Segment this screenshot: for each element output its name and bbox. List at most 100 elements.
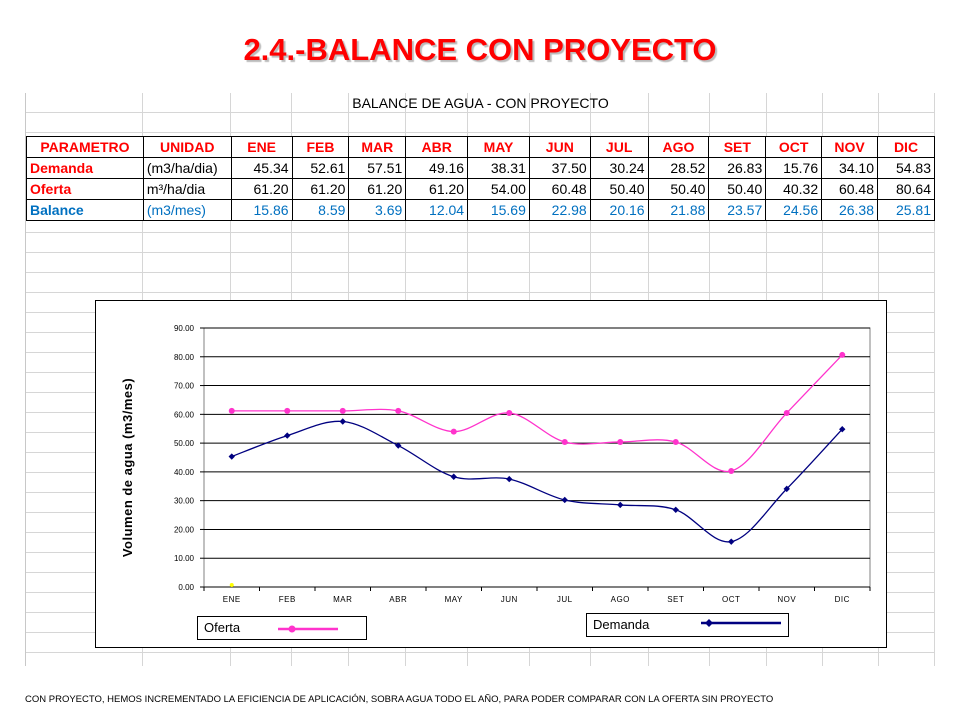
table-title: BALANCE DE AGUA - CON PROYECTO: [352, 95, 609, 111]
data-point-oferta: [228, 407, 235, 414]
value-cell: 54.83: [877, 157, 935, 179]
y-tick-label: 70.00: [174, 382, 195, 391]
row-unit: (m3/ha/dia): [142, 157, 232, 179]
value-cell: 54.00: [467, 178, 530, 200]
data-point-demanda: [339, 418, 346, 425]
value-cell: 21.88: [647, 199, 710, 221]
table-row-oferta: Oferta m³/ha/dia 61.20 61.20 61.20 61.20…: [26, 178, 935, 200]
row-label: Demanda: [26, 157, 144, 179]
value-cell: 3.69: [348, 199, 407, 221]
x-tick-label: OCT: [722, 595, 740, 604]
value-cell: 61.20: [405, 178, 469, 200]
data-point-demanda: [228, 453, 235, 460]
x-tick-label: MAY: [445, 595, 463, 604]
table-header-row: PARAMETRO UNIDAD ENE FEB MAR ABR MAY JUN…: [26, 136, 935, 158]
value-cell: 28.52: [647, 157, 710, 179]
value-cell: 50.40: [708, 178, 767, 200]
value-cell: 34.10: [821, 157, 879, 179]
balance-table: PARAMETRO UNIDAD ENE FEB MAR ABR MAY JUN…: [26, 136, 935, 221]
header-cell: ENE: [230, 136, 293, 158]
header-cell: MAR: [348, 136, 407, 158]
header-cell: NOV: [821, 136, 879, 158]
data-point-oferta: [672, 438, 679, 445]
x-tick-label: NOV: [777, 595, 796, 604]
value-cell: 61.20: [348, 178, 407, 200]
data-point-demanda: [839, 426, 846, 433]
legend-label: Oferta: [204, 620, 241, 635]
header-cell: SET: [708, 136, 767, 158]
y-axis-label: Volumen de agua (m3/mes): [120, 378, 135, 557]
data-point-oferta: [617, 438, 624, 445]
x-tick-label: JUN: [501, 595, 518, 604]
value-cell: 40.32: [765, 178, 823, 200]
y-tick-label: 20.00: [174, 525, 195, 534]
header-cell: FEB: [291, 136, 350, 158]
value-cell: 22.98: [528, 199, 591, 221]
slide-title: 2.4.-BALANCE CON PROYECTO: [243, 32, 717, 67]
value-cell: 50.40: [589, 178, 649, 200]
data-point-oferta: [561, 438, 568, 445]
value-cell: 61.20: [291, 178, 350, 200]
y-tick-label: 60.00: [174, 410, 195, 419]
value-cell: 37.50: [528, 157, 591, 179]
value-cell: 80.64: [877, 178, 935, 200]
value-cell: 38.31: [467, 157, 530, 179]
y-tick-label: 90.00: [174, 324, 195, 333]
x-tick-label: SET: [667, 595, 684, 604]
y-tick-label: 30.00: [174, 497, 195, 506]
header-cell: JUN: [528, 136, 591, 158]
x-tick-label: ENE: [223, 595, 241, 604]
value-cell: 15.86: [230, 199, 293, 221]
value-cell: 49.16: [405, 157, 469, 179]
header-cell: DIC: [877, 136, 935, 158]
line-chart: 0.00 10.00 20.00 30.00 40.00 50.00 60.00 70.00 8…: [120, 324, 871, 604]
data-point-oferta: [839, 351, 846, 358]
x-tick-label: JUL: [557, 595, 573, 604]
data-point-oferta: [339, 407, 346, 414]
x-tick-label: MAR: [333, 595, 352, 604]
value-cell: 26.38: [821, 199, 879, 221]
x-tick-label: DIC: [835, 595, 850, 604]
table-row-demanda: Demanda (m3/ha/dia) 45.34 52.61 57.51 49…: [26, 157, 935, 179]
row-unit: (m3/mes): [142, 199, 232, 221]
value-cell: 25.81: [877, 199, 935, 221]
data-point-oferta: [728, 467, 735, 474]
header-cell: OCT: [765, 136, 823, 158]
y-tick-label: 50.00: [174, 439, 195, 448]
data-point-oferta: [395, 407, 402, 414]
header-cell: AGO: [647, 136, 710, 158]
data-point-oferta: [506, 409, 513, 416]
spreadsheet: BALANCE DE AGUA - CON PROYECTO PARAMETRO…: [25, 93, 935, 666]
row-unit: m³/ha/dia: [142, 178, 232, 200]
data-point-demanda: [617, 501, 624, 509]
plot-area: [203, 327, 871, 588]
header-cell: ABR: [405, 136, 469, 158]
value-cell: 60.48: [821, 178, 879, 200]
x-tick-label: AGO: [611, 595, 630, 604]
value-cell: 26.83: [708, 157, 767, 179]
data-point-demanda: [728, 538, 735, 545]
data-point-oferta: [284, 407, 291, 414]
header-cell: PARAMETRO: [26, 136, 144, 158]
legend-oferta: Oferta: [197, 616, 367, 640]
data-point-demanda: [450, 473, 457, 480]
value-cell: 50.40: [647, 178, 710, 200]
header-cell: UNIDAD: [142, 136, 232, 158]
value-cell: 8.59: [291, 199, 350, 221]
x-tick-label: FEB: [279, 595, 296, 604]
legend-swatch-demanda: [701, 619, 781, 627]
header-cell: JUL: [589, 136, 649, 158]
value-cell: 23.57: [708, 199, 767, 221]
value-cell: 61.20: [230, 178, 293, 200]
row-label: Balance: [26, 199, 144, 221]
y-tick-label: 0.00: [178, 583, 194, 592]
value-cell: 12.04: [405, 199, 469, 221]
data-point-oferta: [783, 409, 790, 416]
value-cell: 45.34: [230, 157, 293, 179]
data-point-demanda: [506, 475, 513, 483]
table-row-balance: Balance (m3/mes) 15.86 8.59 3.69 12.04 1…: [26, 199, 935, 221]
footer-note: CON PROYECTO, HEMOS INCREMENTADO LA EFIC…: [25, 694, 774, 705]
legend-demanda: Demanda: [586, 613, 789, 637]
data-point-demanda: [783, 485, 790, 493]
row-label: Oferta: [26, 178, 144, 200]
